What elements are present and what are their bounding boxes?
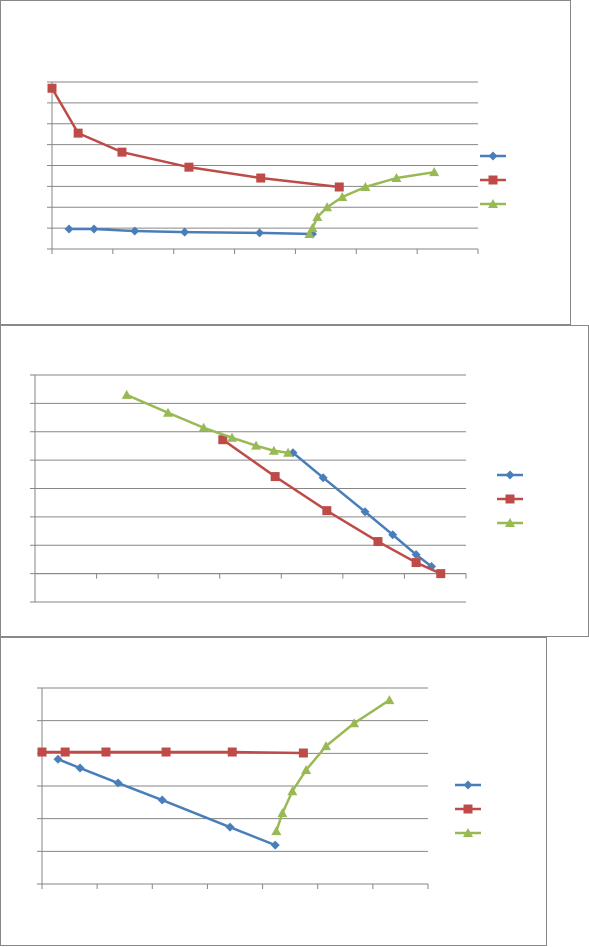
marker [277,808,288,818]
marker [270,840,280,850]
marker [225,822,235,832]
marker [298,748,308,758]
marker [391,173,402,183]
marker [268,445,279,455]
marker [488,175,498,185]
marker [227,747,237,757]
marker [360,182,371,192]
marker [505,518,515,527]
marker [53,754,63,764]
marker [255,228,265,238]
marker [312,212,323,222]
marker [505,470,515,480]
marker [227,432,238,442]
marker [198,422,209,432]
marker [283,447,294,457]
marker [411,558,421,568]
marker [75,763,85,773]
marker [436,569,446,579]
marker [322,202,333,212]
marker [270,472,280,482]
chart-frame [0,0,571,325]
marker [251,440,262,450]
marker [37,747,47,757]
marker [180,227,190,237]
marker [384,695,395,705]
series-line [292,451,433,568]
marker [334,182,344,192]
marker [411,550,421,560]
marker [318,473,328,483]
marker [463,780,473,790]
marker [307,223,318,233]
marker [162,407,173,417]
chart-frame [0,325,589,637]
marker [157,795,167,805]
marker [117,147,127,157]
marker [505,494,515,504]
marker [349,718,360,728]
marker [47,83,57,93]
marker [373,537,383,547]
marker [287,786,298,796]
series-line [50,87,340,189]
marker [301,764,312,774]
marker [184,162,194,172]
marker [161,747,171,757]
marker [360,507,370,517]
marker [320,741,331,751]
marker [463,828,473,837]
chart-frame [0,637,547,946]
marker [322,506,332,516]
series-line [57,758,276,847]
series-line [42,750,304,755]
marker [337,192,348,202]
marker [463,804,473,814]
marker [101,747,111,757]
marker [488,151,498,161]
marker [113,778,123,788]
marker [271,826,282,836]
marker [73,128,83,138]
marker [304,228,315,238]
marker [429,167,440,177]
marker [218,435,228,445]
marker [488,199,498,208]
marker [388,530,398,540]
marker [130,226,140,236]
marker [256,173,266,183]
marker [121,389,132,399]
marker [64,224,74,234]
marker [89,224,99,234]
marker [60,747,70,757]
